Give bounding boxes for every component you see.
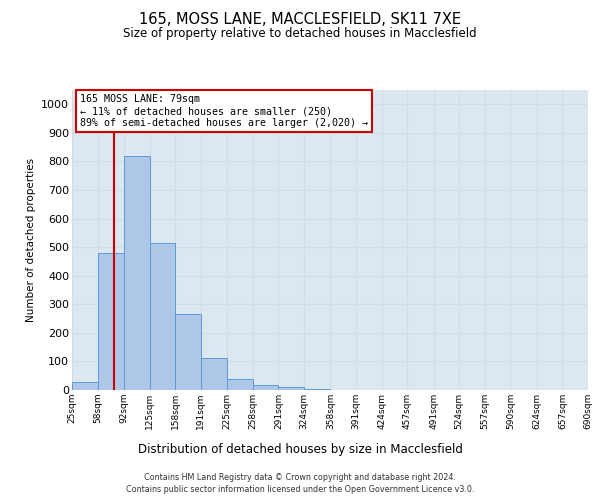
Text: 165 MOSS LANE: 79sqm
← 11% of detached houses are smaller (250)
89% of semi-deta: 165 MOSS LANE: 79sqm ← 11% of detached h…: [80, 94, 368, 128]
Bar: [72, 382, 98, 390]
Bar: [253, 385, 278, 390]
Bar: [278, 387, 304, 390]
Bar: [201, 358, 227, 390]
Y-axis label: Number of detached properties: Number of detached properties: [26, 158, 35, 322]
Text: Size of property relative to detached houses in Macclesfield: Size of property relative to detached ho…: [123, 28, 477, 40]
Text: Contains HM Land Registry data © Crown copyright and database right 2024.: Contains HM Land Registry data © Crown c…: [144, 472, 456, 482]
Text: Contains public sector information licensed under the Open Government Licence v3: Contains public sector information licen…: [126, 485, 474, 494]
Text: Distribution of detached houses by size in Macclesfield: Distribution of detached houses by size …: [137, 442, 463, 456]
Bar: [304, 388, 331, 390]
Bar: [98, 253, 124, 390]
Bar: [149, 243, 175, 390]
Text: 165, MOSS LANE, MACCLESFIELD, SK11 7XE: 165, MOSS LANE, MACCLESFIELD, SK11 7XE: [139, 12, 461, 28]
Bar: [124, 156, 149, 390]
Bar: [227, 379, 253, 390]
Bar: [175, 314, 201, 390]
